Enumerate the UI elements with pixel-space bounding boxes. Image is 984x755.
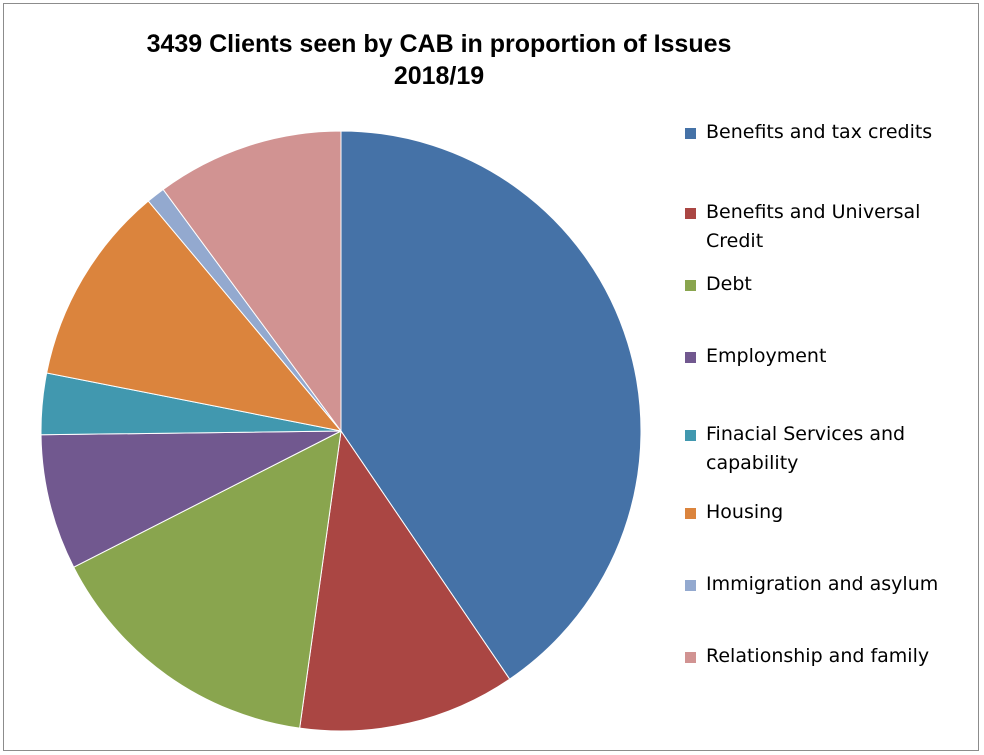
legend-label: Debt: [706, 273, 752, 295]
legend-swatch: [685, 208, 696, 219]
legend-item: Debt: [685, 270, 975, 299]
chart-title-line-2: 2018/19: [393, 62, 485, 90]
pie-slice-debt: [73, 430, 342, 729]
pie-slice-employment: [40, 430, 342, 568]
pie-slice-relationship-and-family: [162, 130, 342, 433]
legend-item: Relationship and family: [685, 642, 975, 671]
legend-label: Benefits and tax credits: [706, 121, 933, 143]
legend-item: Benefits and Universal Credit: [685, 198, 975, 256]
legend-item: Immigration and asylum: [685, 570, 975, 599]
legend-swatch: [685, 280, 696, 291]
legend-label: Benefits and Universal Credit: [706, 201, 921, 252]
legend-label: Housing: [706, 501, 784, 523]
pie-slice-housing: [46, 200, 343, 432]
legend-item: Benefits and tax credits: [685, 118, 975, 147]
chart-title-line-1: 3439 Clients seen by CAB in proportion o…: [146, 30, 732, 58]
legend-item: Employment: [685, 342, 975, 371]
legend-swatch: [685, 580, 696, 591]
legend-item: Finacial Services and capability: [685, 420, 975, 478]
legend-swatch: [685, 508, 696, 519]
pie-slice-benefits-and-universal-credit: [299, 429, 511, 732]
legend-label: Relationship and family: [706, 645, 930, 667]
pie-slices: [40, 130, 642, 732]
legend-label: Employment: [706, 345, 827, 367]
legend-label: Finacial Services and capability: [706, 423, 906, 474]
legend-item: Housing: [685, 498, 975, 527]
legend-swatch: [685, 430, 696, 441]
legend-swatch: [685, 352, 696, 363]
legend-swatch: [685, 128, 696, 139]
legend-label: Immigration and asylum: [706, 573, 939, 595]
pie-slice-benefits-and-tax-credits: [340, 130, 642, 680]
legend-swatch: [685, 652, 696, 663]
chart-title: 3439 Clients seen by CAB in proportion o…: [0, 28, 878, 92]
